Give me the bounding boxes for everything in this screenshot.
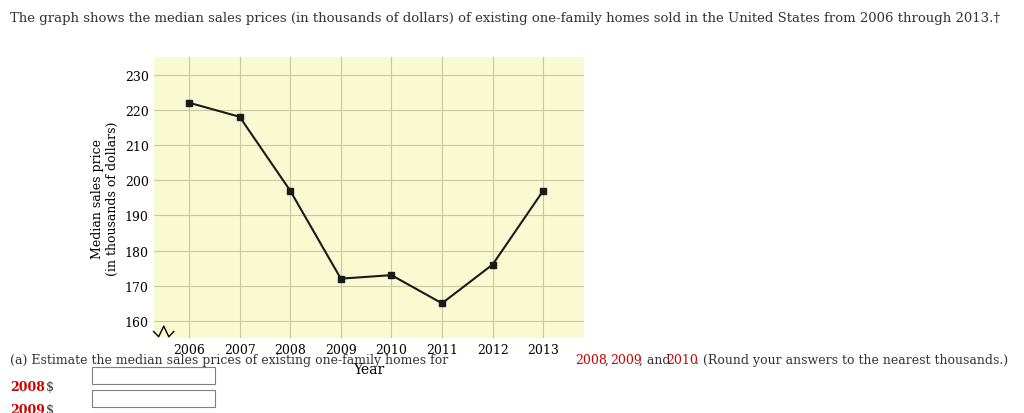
Y-axis label: Median sales price
(in thousands of dollars): Median sales price (in thousands of doll… [91,121,119,275]
Text: 2009: 2009 [610,353,642,366]
Text: . (Round your answers to the nearest thousands.): . (Round your answers to the nearest tho… [695,353,1009,366]
Text: 2009: 2009 [10,403,45,413]
Text: $: $ [46,403,54,413]
Text: , and: , and [639,353,671,366]
Text: (a) Estimate the median sales prices of existing one-family homes for: (a) Estimate the median sales prices of … [10,353,453,366]
X-axis label: Year: Year [353,362,384,376]
Text: 2008: 2008 [575,353,607,366]
Text: The graph shows the median sales prices (in thousands of dollars) of existing on: The graph shows the median sales prices … [10,12,1000,25]
Text: $: $ [46,380,54,393]
Text: 2008: 2008 [10,380,45,393]
Text: 2010: 2010 [667,353,698,366]
Text: ,: , [604,353,608,366]
